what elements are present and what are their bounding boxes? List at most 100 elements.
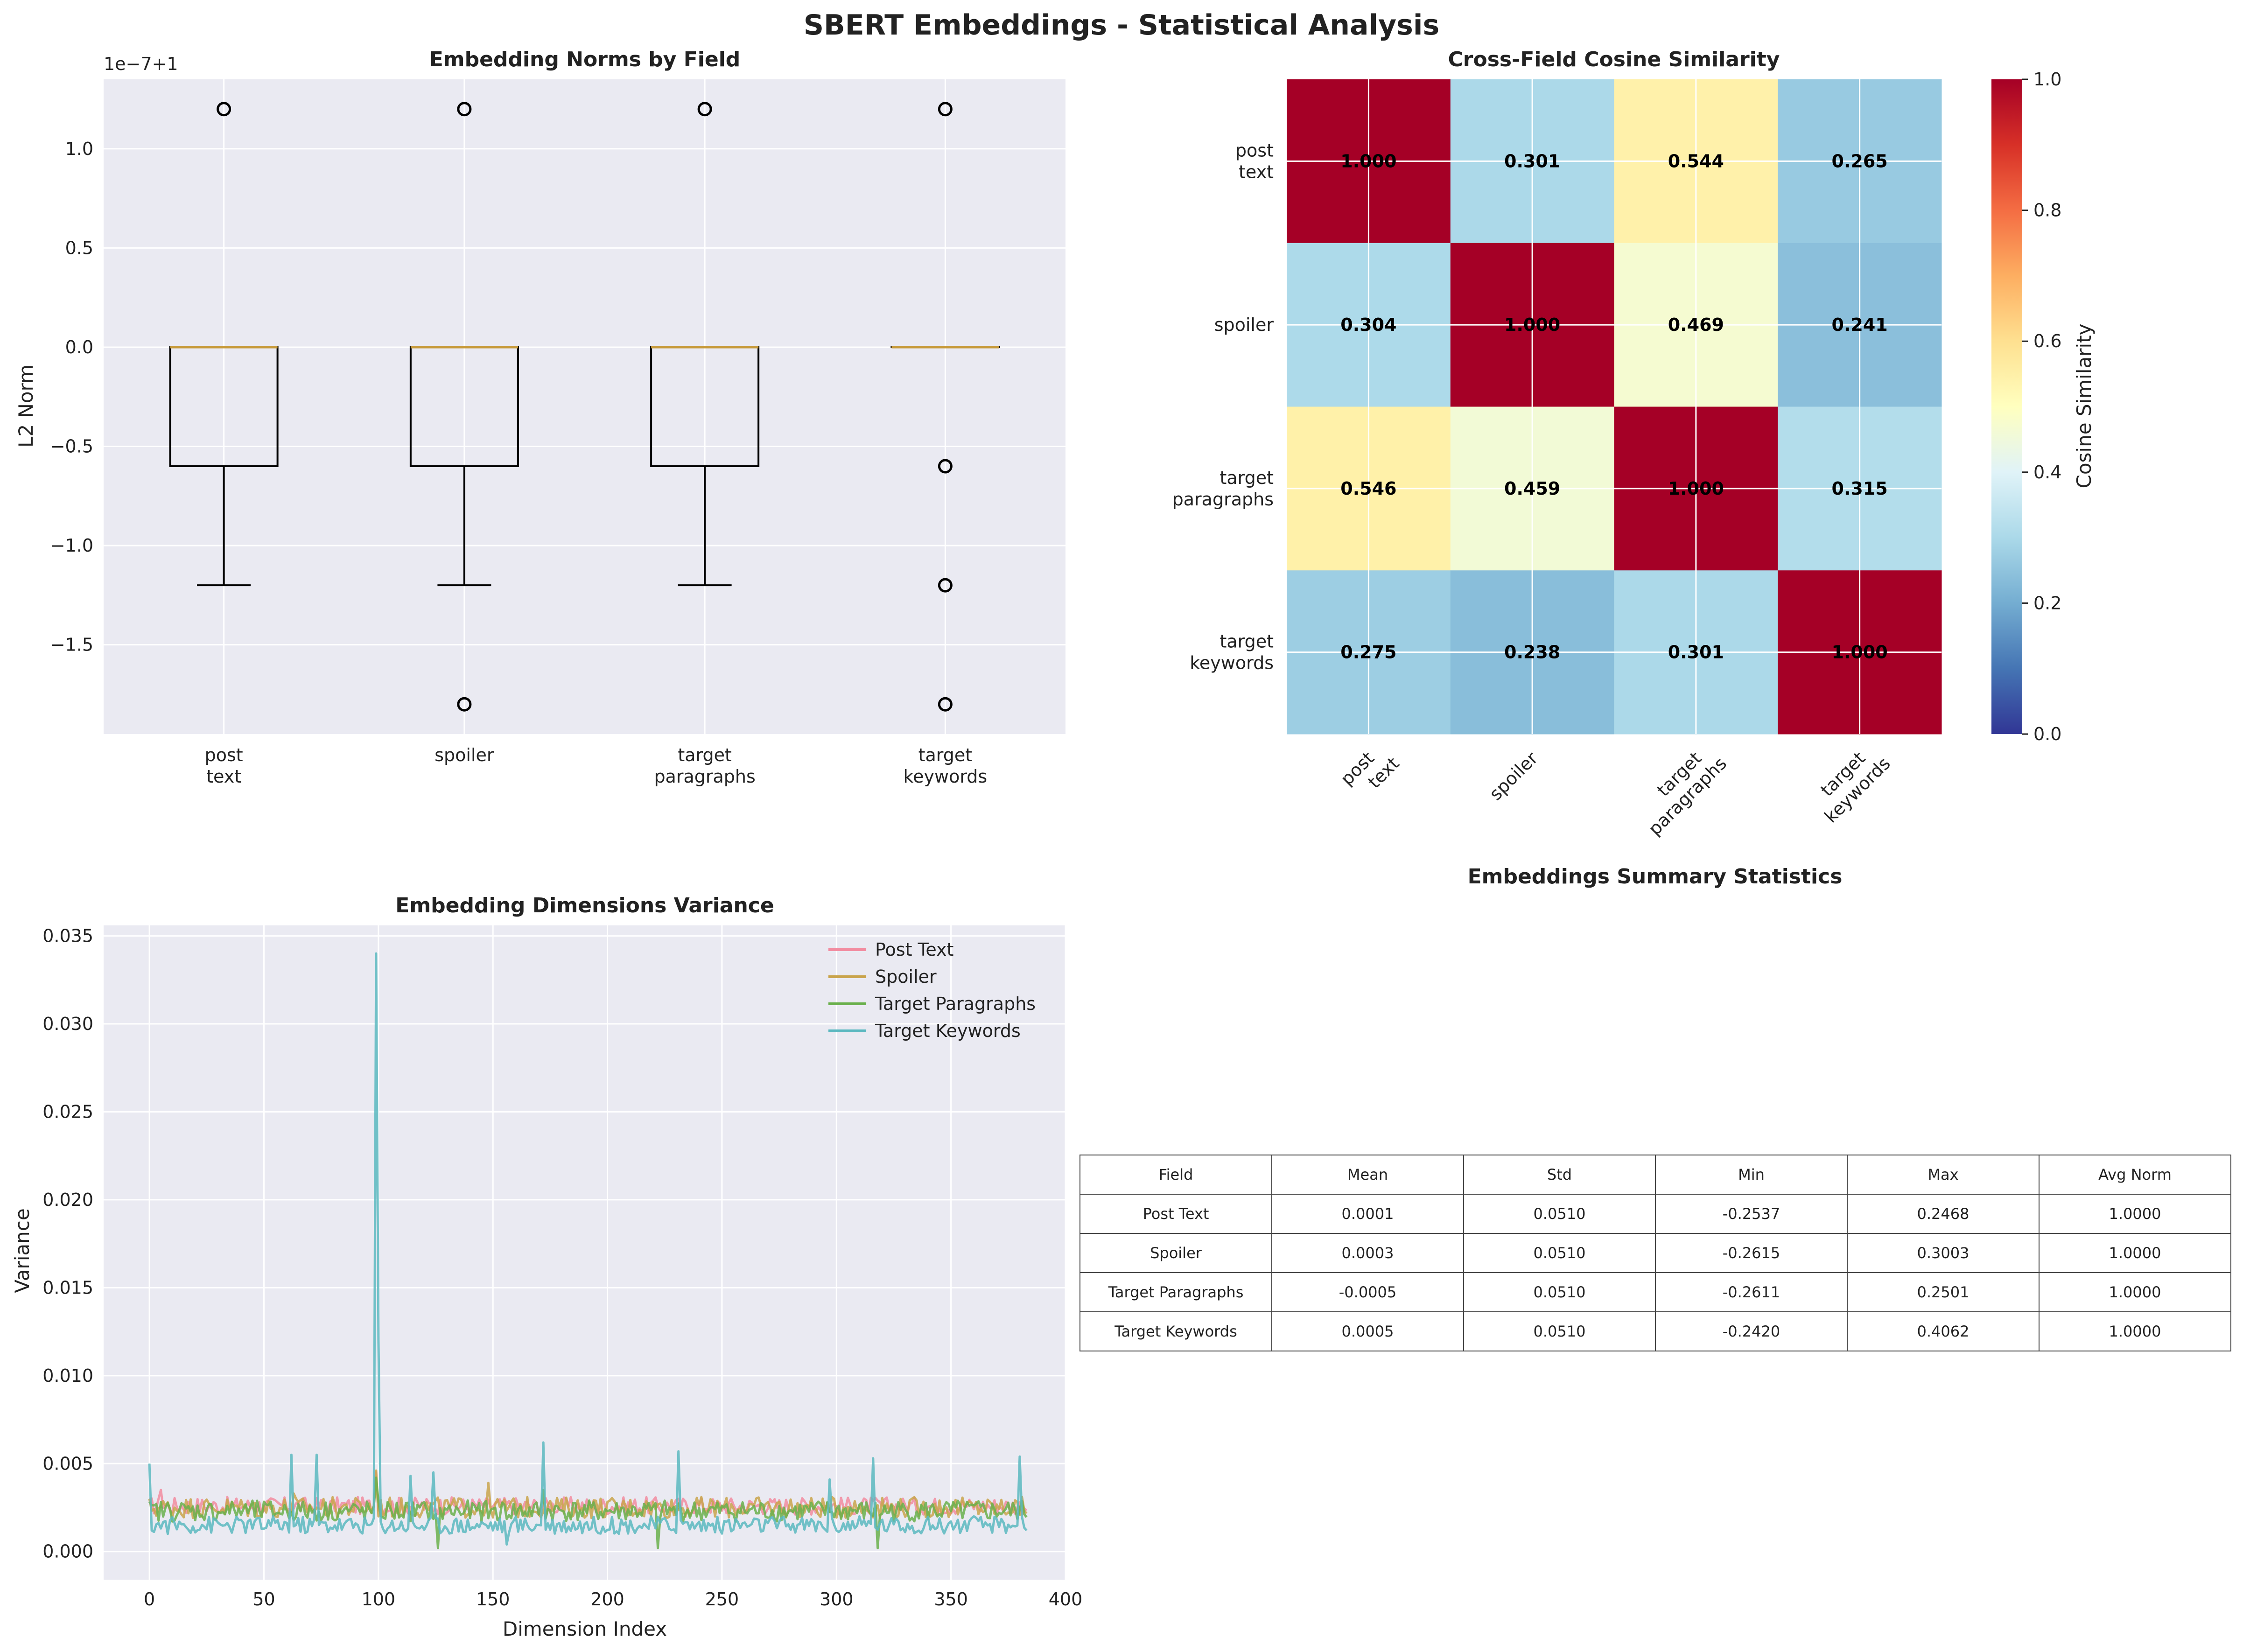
table-header-label: Std [1547, 1166, 1572, 1183]
table-cell-value: -0.0005 [1339, 1283, 1397, 1301]
x-tick-label: 350 [934, 1589, 968, 1610]
cell-value-label: 1.000 [1832, 642, 1888, 663]
outlier-point [938, 578, 953, 593]
legend-entry: Post Text [875, 939, 953, 960]
y-tick-label: 0.000 [42, 1541, 93, 1562]
box-plot-panel: Embedding Norms by Field L2 Norm 1e−7+1 … [14, 48, 1065, 787]
table-cell [1079, 1311, 1272, 1351]
cell-value-label: 0.546 [1340, 478, 1396, 499]
summary-table-panel: Embeddings Summary Statistics Field Mean S… [1079, 865, 2231, 1351]
table-cell-value: 0.0003 [1342, 1244, 1394, 1262]
table-cell-value: 1.0000 [2109, 1244, 2161, 1262]
table-cell-value: Spoiler [1150, 1244, 1202, 1262]
y-tick-label: 0.020 [42, 1190, 93, 1210]
column-label: spoiler [1486, 748, 1542, 804]
row-label: target keywords [1190, 631, 1274, 673]
y-tick-label: 0.015 [42, 1277, 93, 1298]
table-header-label: Mean [1347, 1166, 1388, 1183]
table-header-label: Field [1159, 1166, 1193, 1183]
table-cell-value: -0.2420 [1723, 1323, 1780, 1340]
cell-value-label: 0.275 [1340, 642, 1396, 663]
variance-line-panel: Embedding Dimensions Variance Dimension … [11, 894, 1082, 1640]
y-tick-label: −0.5 [50, 436, 93, 457]
legend-entry: Target Paragraphs [875, 994, 1036, 1014]
colorbar-tick-label: 0.0 [2033, 724, 2061, 744]
table-cell-value: 0.0510 [1534, 1205, 1586, 1223]
table-header-cell [1463, 1155, 1656, 1195]
table-cell [1463, 1272, 1656, 1312]
outlier-point [938, 697, 953, 712]
cell-value-label: 0.469 [1668, 315, 1724, 335]
legend-entry: Spoiler [875, 966, 937, 987]
colorbar-tick-label: 0.6 [2033, 331, 2061, 351]
box-plot-ylabel: L2 Norm [14, 364, 37, 448]
heatmap-panel: Cross-Field Cosine Similarity Cosine Sim… [1172, 48, 2096, 840]
y-tick-label: 0.010 [42, 1365, 93, 1386]
table-cell-value: 0.3003 [1917, 1244, 1970, 1262]
x-tick-label: 150 [476, 1589, 510, 1610]
row-label: target paragraphs [1172, 468, 1274, 510]
line-chart-title: Embedding Dimensions Variance [395, 894, 774, 917]
table-cell [1079, 1194, 1272, 1234]
series-line [148, 952, 1028, 1546]
colorbar-tick-label: 0.2 [2033, 593, 2061, 613]
table-header-cell [1847, 1155, 2040, 1195]
table-cell [1271, 1311, 1464, 1351]
cell-value-label: 0.265 [1832, 151, 1888, 171]
y-tick-label: 0.0 [65, 337, 93, 357]
table-cell-value: Target Keywords [1114, 1323, 1237, 1340]
heatmap-title: Cross-Field Cosine Similarity [1448, 48, 1780, 71]
table-cell [1847, 1311, 2040, 1351]
box-plot-offset-text: 1e−7+1 [104, 54, 178, 74]
table-header-label: Avg Norm [2098, 1166, 2172, 1183]
table-cell-value: -0.2537 [1723, 1205, 1780, 1223]
x-tick-label: 200 [590, 1589, 624, 1610]
table-cell-value: 1.0000 [2109, 1205, 2161, 1223]
column-label: targetkeywords [1805, 738, 1894, 827]
table-header-cell [1079, 1155, 1272, 1195]
series-line [148, 1476, 1028, 1549]
cell-value-label: 0.459 [1504, 478, 1560, 499]
box-plot-title: Embedding Norms by Field [429, 48, 741, 71]
table-cell-value: 0.0510 [1534, 1323, 1586, 1340]
x-tick-label: 50 [252, 1589, 275, 1610]
table-cell-value: -0.2615 [1723, 1244, 1780, 1262]
colorbar [1991, 79, 2022, 734]
table-cell-value: 0.2501 [1917, 1283, 1970, 1301]
outlier-point [938, 459, 953, 474]
outlier-point [217, 102, 231, 117]
colorbar-label: Cosine Similarity [2073, 324, 2096, 489]
table-header-cell [1271, 1155, 1464, 1195]
y-tick-label: 0.005 [42, 1453, 93, 1474]
table-cell-value: 0.0510 [1534, 1244, 1586, 1262]
table-cell [2039, 1233, 2231, 1273]
y-tick-label: 0.035 [42, 926, 93, 946]
cell-value-label: 0.315 [1832, 478, 1888, 499]
legend-entry: Target Keywords [875, 1021, 1021, 1041]
colorbar-tick-label: 0.4 [2033, 462, 2061, 483]
figure-title: SBERT Embeddings - Statistical Analysis [804, 9, 1439, 42]
table-cell-value: 0.0005 [1342, 1323, 1394, 1340]
table-cell-value: 0.2468 [1917, 1205, 1970, 1223]
x-tick-label: 100 [362, 1589, 396, 1610]
table-cell-value: 0.4062 [1917, 1323, 1970, 1340]
cell-value-label: 0.301 [1504, 151, 1560, 171]
table-header-label: Min [1738, 1166, 1765, 1183]
table-cell-value: Target Paragraphs [1108, 1283, 1244, 1301]
cell-value-label: 1.000 [1504, 315, 1560, 335]
colorbar-tick-label: 1.0 [2033, 69, 2061, 90]
outlier-point [457, 697, 472, 712]
x-tick-label: spoiler [435, 745, 494, 765]
y-tick-label: 0.025 [42, 1101, 93, 1122]
line-chart-xlabel: Dimension Index [503, 1617, 667, 1640]
x-tick-label: target paragraphs [654, 745, 755, 787]
x-tick-label: target keywords [904, 745, 988, 787]
x-tick-label: 300 [820, 1589, 854, 1610]
table-cell [1655, 1311, 1848, 1351]
colorbar-tick-label: 0.8 [2033, 200, 2061, 221]
table-cell [1463, 1311, 1656, 1351]
y-tick-label: −1.5 [50, 635, 93, 655]
cell-value-label: 1.000 [1668, 478, 1724, 499]
table-cell-value: 0.0510 [1534, 1283, 1586, 1301]
